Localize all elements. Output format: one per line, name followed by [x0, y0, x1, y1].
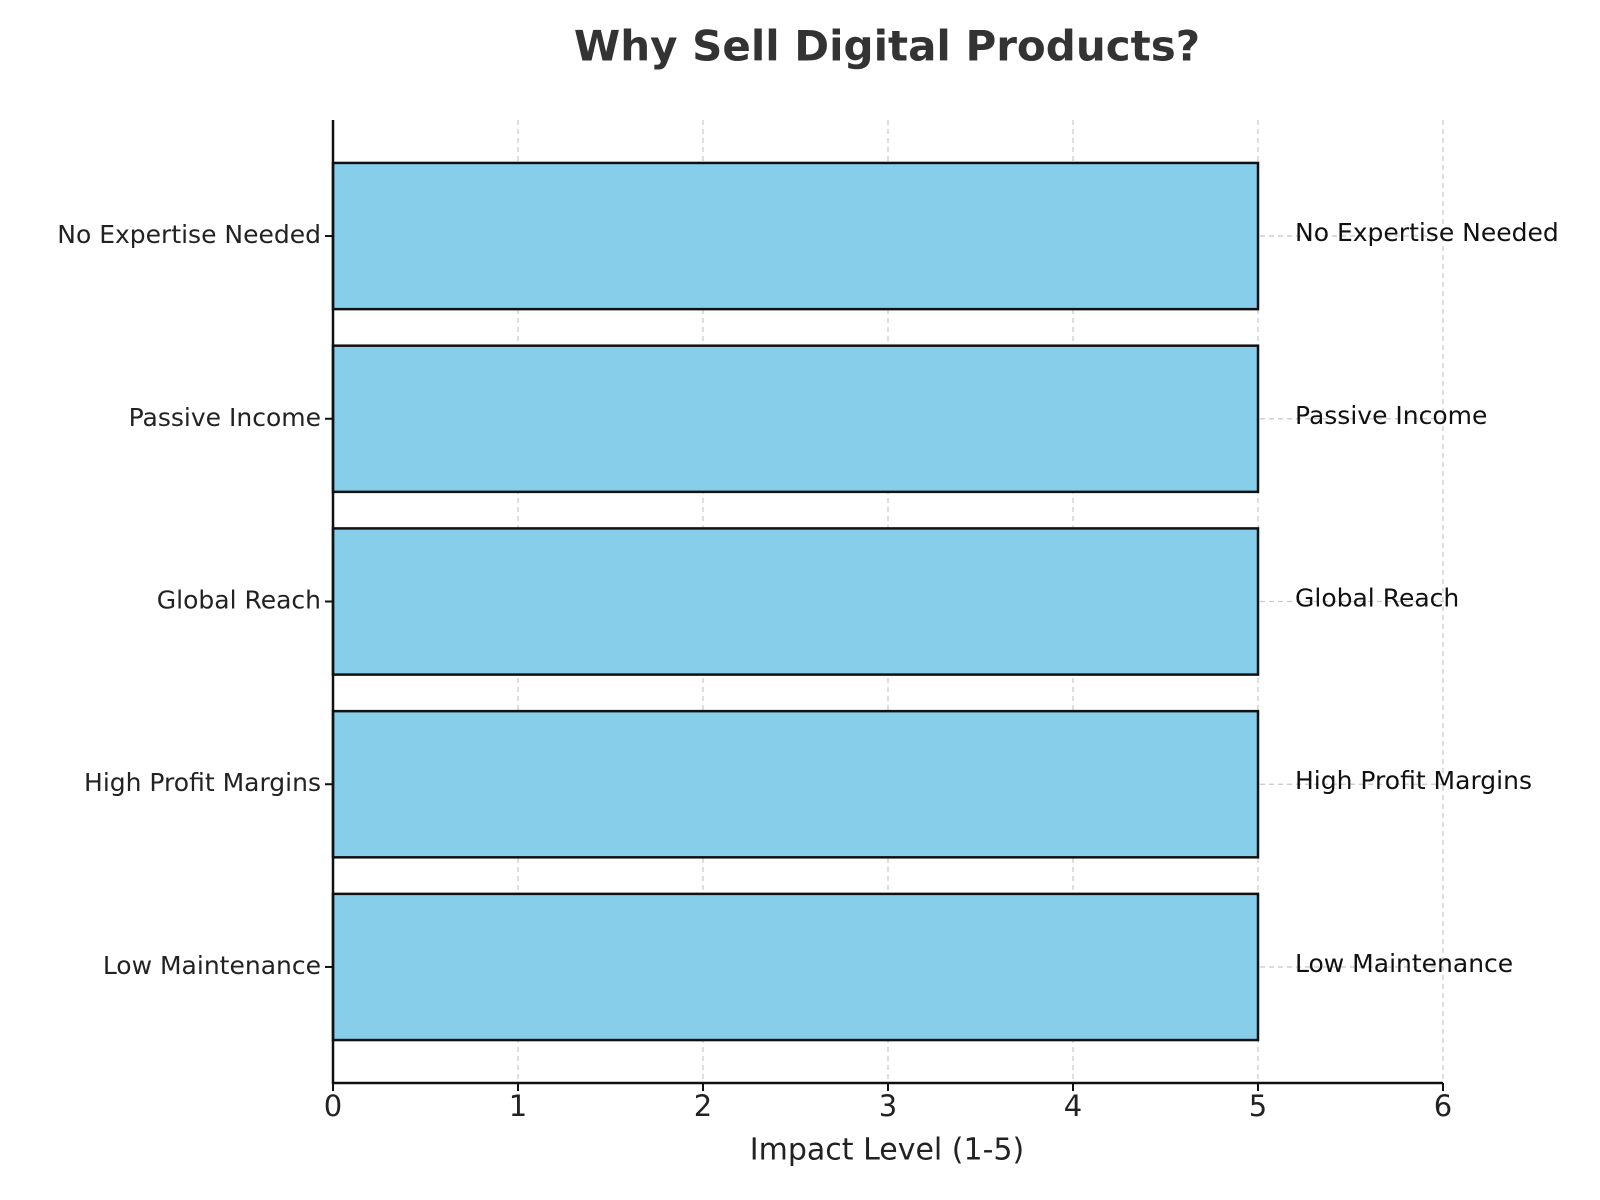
bar [331, 709, 1260, 859]
bar [331, 892, 1260, 1042]
bar-label: Global Reach [1295, 584, 1459, 613]
x-tick-label: 0 [324, 1089, 342, 1123]
bar [331, 527, 1260, 676]
x-tick-label: 1 [509, 1089, 527, 1123]
y-tick-label: High Profit Margins [84, 768, 321, 797]
bar-label: No Expertise Needed [1295, 218, 1559, 247]
y-tick-label: Low Maintenance [103, 951, 321, 980]
y-tick-label: Global Reach [157, 586, 321, 615]
x-tick-label: 3 [879, 1089, 897, 1123]
x-tick-label: 4 [1064, 1089, 1082, 1123]
bar-label: Passive Income [1295, 401, 1487, 430]
x-axis-label: Impact Level (1-5) [750, 1133, 1024, 1168]
y-tick-label: Passive Income [129, 403, 321, 432]
bar [331, 161, 1260, 311]
bar-label: Low Maintenance [1295, 949, 1513, 978]
bar-label: High Profit Margins [1295, 766, 1532, 795]
y-tick-label: No Expertise Needed [57, 220, 321, 249]
x-tick-label: 2 [694, 1089, 712, 1123]
x-tick-label: 5 [1249, 1089, 1267, 1123]
x-tick-label: 6 [1434, 1089, 1452, 1123]
chart-title: Why Sell Digital Products? [574, 22, 1200, 71]
bar [331, 344, 1260, 494]
